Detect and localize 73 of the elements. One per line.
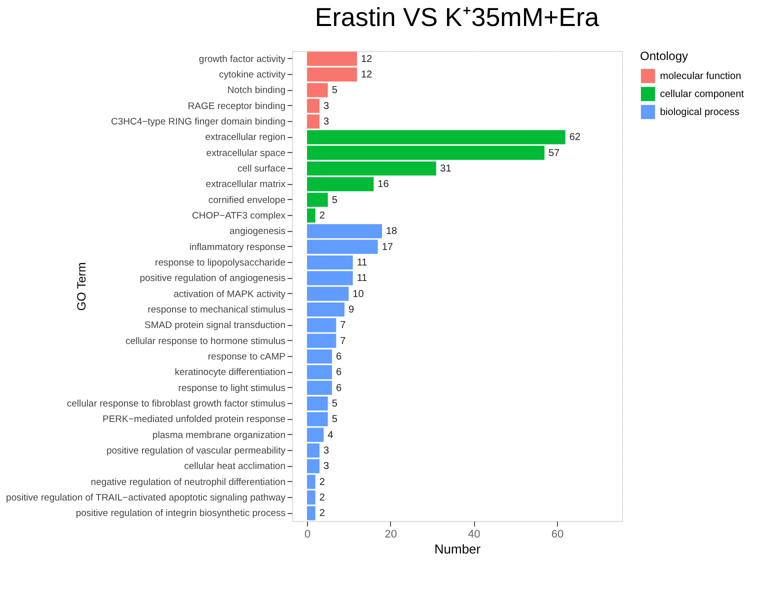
data-label: 10 [352,288,364,300]
data-label: 5 [332,414,338,426]
x-axis-title: Number [434,542,482,556]
y-tick-label: CHOP−ATF3 complex [192,210,286,222]
data-label: 12 [361,70,373,80]
data-label: 3 [324,116,330,128]
bar [307,224,382,238]
data-label: 62 [569,132,581,144]
data-label: 2 [319,508,326,520]
y-axis-title: GO Term [74,262,88,311]
y-tick-label: cytokine activity [218,70,286,80]
x-tick-label: 20 [384,528,397,540]
legend-label: molecular function [660,71,742,82]
x-tick-label: 0 [304,528,311,540]
data-label: 16 [378,179,390,190]
legend-label: cellular component [660,89,744,100]
x-tick-label: 60 [551,528,564,540]
y-tick-label: positive regulation of angiogenesis [140,273,286,284]
y-tick-label: cellular response to hormone stimulus [126,336,286,347]
y-tick-label: Notch binding [227,85,286,96]
data-label: 12 [361,54,373,65]
x-tick-label: 40 [468,528,480,540]
y-tick-label: positive regulation of TRAIL−activated apoptotic signaling pathway [6,492,286,504]
data-label: 11 [356,273,368,284]
y-tick-label: PERK−mediated unfolded protein response [102,414,286,426]
y-tick-label: negative regulation of neutrophil differentiation [90,476,286,488]
y-tick-label: C3HC4−type RING finger domain binding [110,116,286,128]
data-label: 5 [332,194,338,206]
y-tick-label: cornified envelope [208,194,286,206]
y-tick-label: positive regulation of integrin biosynthetic process [76,508,286,520]
y-tick-label: activation of MAPK activity [174,288,286,300]
y-tick-label: inflammatory response [189,242,286,253]
data-label: 6 [336,382,342,394]
data-label: 57 [548,148,560,159]
data-label: 9 [348,304,354,316]
data-label: 2 [319,210,326,222]
y-tick-label: extracellular region [205,132,286,144]
data-label: 3 [324,100,330,112]
y-tick-label: response to cAMP [208,352,286,362]
y-tick-label: cellular response to fibroblast growth factor stimulus [66,398,286,410]
y-tick-label: response to mechanical stimulus [148,304,286,316]
bar [307,130,566,144]
data-label: 3 [324,446,330,456]
data-label: 17 [382,242,394,253]
legend-title: Ontology [640,49,688,63]
y-tick-label: extracellular matrix [206,179,286,190]
y-tick-label: cell surface [237,164,286,174]
data-label: 6 [336,352,342,362]
legend-label: biological process [660,107,740,118]
data-label: 7 [340,336,346,347]
y-tick-label: extracellular space [206,148,286,159]
data-label: 2 [319,492,326,504]
data-label: 31 [440,164,452,174]
y-tick-label: response to lipopolysaccharide [155,258,286,268]
y-tick-label: plasma membrane organization [152,430,286,441]
data-label: 11 [356,258,368,268]
chart-title: Erastin VS K⁺35mM+Era [314,2,600,32]
y-tick-label: cellular heat acclimation [184,461,286,472]
y-tick-label: SMAD protein signal transduction [144,320,286,332]
data-label: 5 [332,85,338,96]
y-tick-label: keratinocyte differentiation [174,367,286,378]
y-tick-label: response to light stimulus [178,382,286,394]
y-tick-label: angiogenesis [230,226,286,238]
y-tick-label: RAGE receptor binding [188,100,286,112]
y-tick-label: positive regulation of vascular permeability [106,446,286,456]
y-tick-label: growth factor activity [198,54,286,65]
data-label: 4 [328,430,334,441]
data-label: 3 [324,461,330,472]
data-label: 18 [386,226,398,238]
data-label: 2 [319,476,326,488]
data-label: 7 [340,320,346,332]
data-label: 6 [336,367,342,378]
data-label: 5 [332,398,338,410]
